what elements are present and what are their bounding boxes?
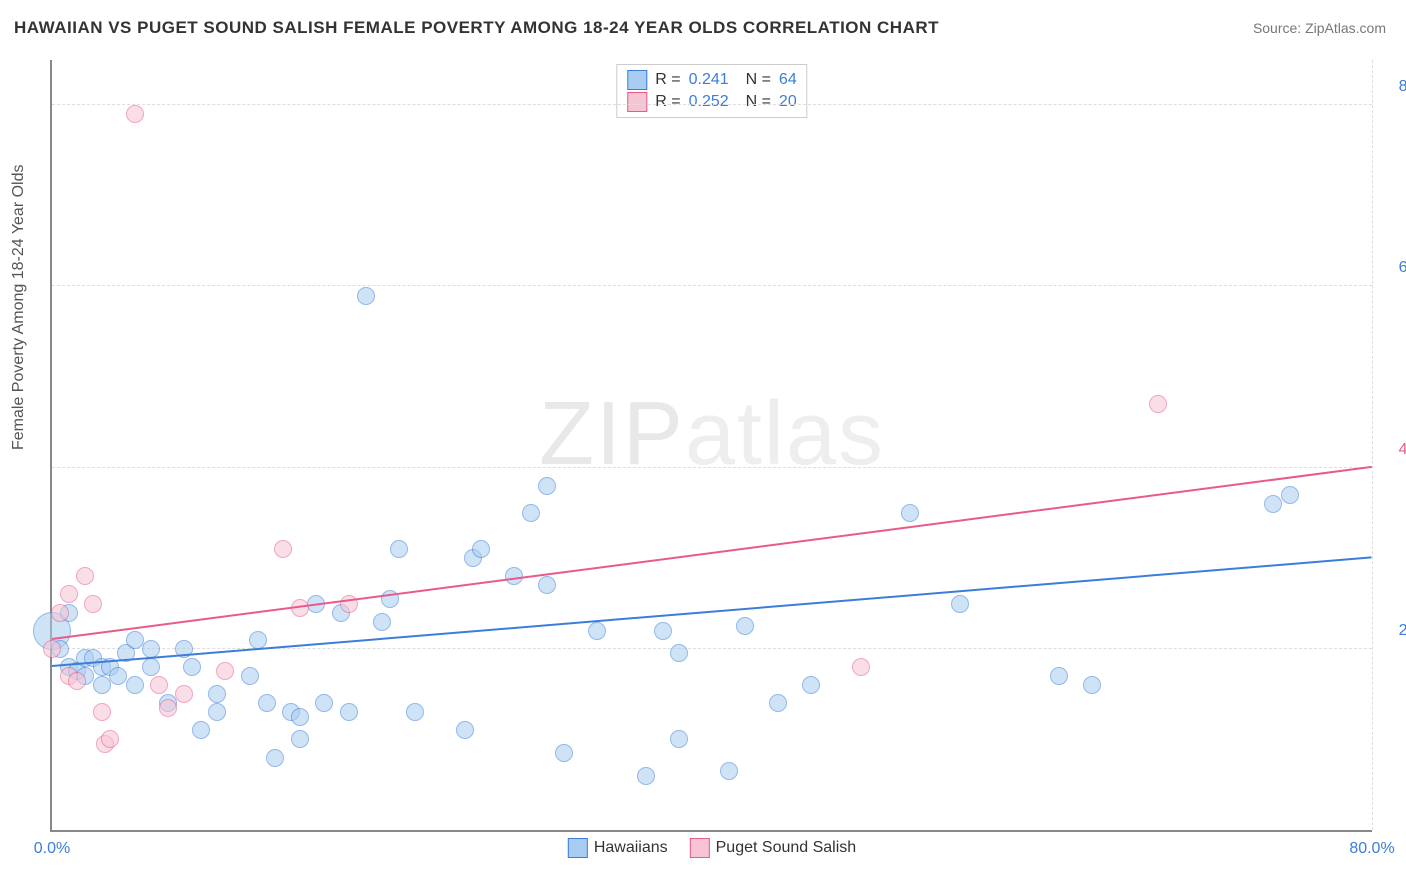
data-point (901, 504, 919, 522)
data-point (637, 767, 655, 785)
series-legend: Hawaiians Puget Sound Salish (568, 838, 856, 858)
data-point (670, 730, 688, 748)
legend-item: Puget Sound Salish (690, 838, 857, 858)
data-point (373, 613, 391, 631)
watermark: ZIPatlas (539, 383, 885, 486)
data-point (852, 658, 870, 676)
legend-row: R = 0.241 N = 64 (627, 69, 796, 91)
page-title: HAWAIIAN VS PUGET SOUND SALISH FEMALE PO… (14, 18, 939, 38)
legend-item: Hawaiians (568, 838, 668, 858)
watermark-part-b: atlas (685, 384, 885, 484)
data-point (150, 676, 168, 694)
data-point (93, 676, 111, 694)
data-point (142, 658, 160, 676)
legend-r-label: R = (655, 91, 680, 113)
data-point (1083, 676, 1101, 694)
data-point (192, 721, 210, 739)
data-point (291, 730, 309, 748)
data-point (175, 685, 193, 703)
legend-r-value: 0.252 (689, 91, 729, 113)
x-tick-label: 80.0% (1349, 840, 1394, 858)
data-point (101, 730, 119, 748)
y-tick-label: 20.0% (1384, 622, 1406, 640)
data-point (249, 631, 267, 649)
data-point (1264, 495, 1282, 513)
data-point (126, 676, 144, 694)
data-point (472, 540, 490, 558)
watermark-part-a: ZIP (539, 384, 685, 484)
x-tick-label: 0.0% (34, 840, 70, 858)
legend-swatch (627, 92, 647, 112)
scatter-plot: ZIPatlas R = 0.241 N = 64R = 0.252 N = 2… (50, 60, 1372, 832)
legend-n-label: N = (737, 91, 771, 113)
gridline-h (52, 285, 1372, 286)
data-point (51, 604, 69, 622)
data-point (315, 694, 333, 712)
correlation-legend: R = 0.241 N = 64R = 0.252 N = 20 (616, 64, 807, 118)
data-point (670, 644, 688, 662)
legend-row: R = 0.252 N = 20 (627, 91, 796, 113)
data-point (522, 504, 540, 522)
data-point (456, 721, 474, 739)
data-point (1149, 395, 1167, 413)
data-point (274, 540, 292, 558)
legend-n-value: 64 (779, 69, 797, 91)
data-point (390, 540, 408, 558)
data-point (208, 685, 226, 703)
data-point (126, 105, 144, 123)
data-point (159, 699, 177, 717)
data-point (84, 595, 102, 613)
data-point (555, 744, 573, 762)
data-point (258, 694, 276, 712)
legend-n-label: N = (737, 69, 771, 91)
data-point (769, 694, 787, 712)
legend-label: Puget Sound Salish (716, 839, 857, 857)
data-point (1281, 486, 1299, 504)
legend-r-label: R = (655, 69, 680, 91)
legend-swatch (690, 838, 710, 858)
data-point (736, 617, 754, 635)
data-point (142, 640, 160, 658)
y-tick-label: 80.0% (1384, 78, 1406, 96)
data-point (216, 662, 234, 680)
data-point (588, 622, 606, 640)
data-point (291, 708, 309, 726)
data-point (720, 762, 738, 780)
data-point (951, 595, 969, 613)
data-point (109, 667, 127, 685)
data-point (183, 658, 201, 676)
data-point (357, 287, 375, 305)
data-point (1050, 667, 1068, 685)
legend-label: Hawaiians (594, 839, 668, 857)
gridline-h (52, 104, 1372, 105)
legend-n-value: 20 (779, 91, 797, 113)
legend-r-value: 0.241 (689, 69, 729, 91)
data-point (802, 676, 820, 694)
data-point (208, 703, 226, 721)
data-point (340, 703, 358, 721)
data-point (654, 622, 672, 640)
gridline-h (52, 467, 1372, 468)
data-point (43, 640, 61, 658)
data-point (406, 703, 424, 721)
legend-swatch (627, 70, 647, 90)
y-tick-label: 60.0% (1384, 259, 1406, 277)
data-point (68, 672, 86, 690)
gridline-v (1372, 60, 1373, 830)
legend-swatch (568, 838, 588, 858)
y-axis-label: Female Poverty Among 18-24 Year Olds (10, 165, 28, 451)
data-point (93, 703, 111, 721)
data-point (241, 667, 259, 685)
data-point (538, 576, 556, 594)
data-point (60, 585, 78, 603)
data-point (340, 595, 358, 613)
source-attribution: Source: ZipAtlas.com (1253, 20, 1386, 36)
data-point (266, 749, 284, 767)
data-point (76, 567, 94, 585)
y-tick-label: 40.0% (1384, 441, 1406, 459)
data-point (126, 631, 144, 649)
trend-line (52, 466, 1372, 640)
data-point (538, 477, 556, 495)
